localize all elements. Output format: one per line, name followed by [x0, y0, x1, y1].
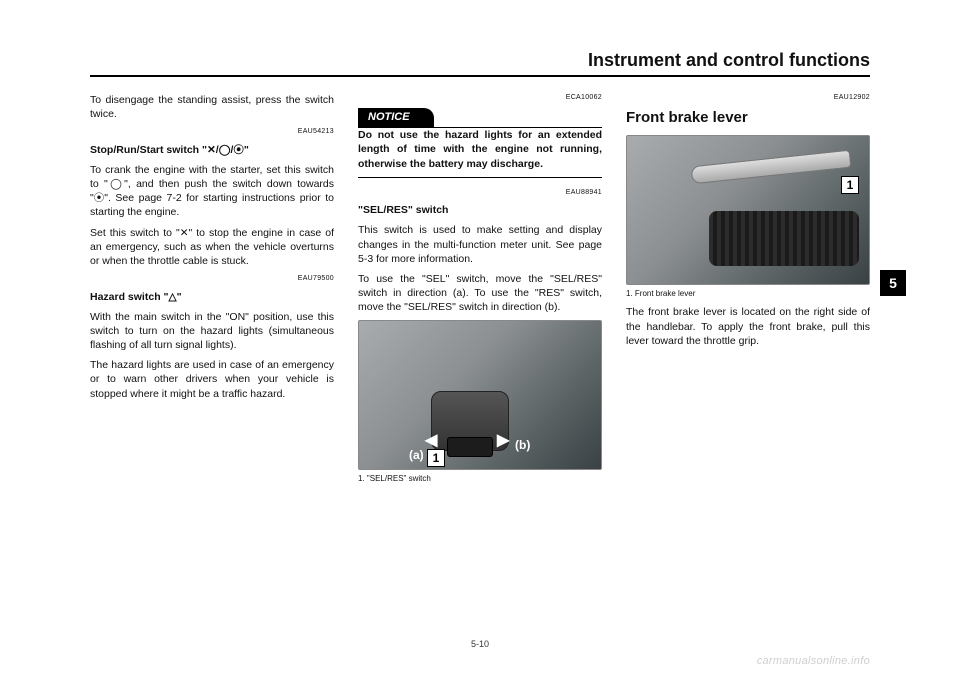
label-a: (a) — [409, 447, 424, 463]
ref-code: EAU12902 — [626, 93, 870, 102]
column-2: ECA10062 NOTICE Do not use the hazard li… — [358, 93, 602, 491]
column-3: EAU12902 Front brake lever 1 1. Front br… — [626, 93, 870, 491]
ref-code: EAU79500 — [90, 274, 334, 283]
page-number: 5-10 — [0, 639, 960, 649]
ref-code: ECA10062 — [358, 93, 602, 102]
ref-code: EAU88941 — [358, 188, 602, 197]
selres-p2: To use the "SEL" switch, move the "SEL/R… — [358, 272, 602, 315]
ref-code: EAU54213 — [90, 127, 334, 136]
front-brake-photo: 1 — [626, 135, 870, 285]
notice-badge: NOTICE — [358, 108, 434, 127]
rocker-switch-shape — [447, 437, 493, 457]
selres-photo: ◀ ▶ (a) (b) 1 — [358, 320, 602, 470]
hazard-heading: Hazard switch "△" — [90, 290, 334, 304]
selres-caption: 1. "SEL/RES" switch — [358, 474, 602, 485]
heading-suffix: " — [177, 291, 182, 303]
selres-heading: "SEL/RES" switch — [358, 203, 602, 217]
hazard-icon: △ — [169, 291, 177, 303]
callout-1: 1 — [841, 176, 859, 194]
front-brake-body: The front brake lever is located on the … — [626, 305, 870, 348]
hazard-p1: With the main switch in the "ON" positio… — [90, 310, 334, 353]
heading-suffix: " — [244, 144, 249, 156]
page-header: Instrument and control functions — [90, 50, 870, 77]
notice-rule-bottom — [358, 177, 602, 178]
column-1: To disengage the standing assist, press … — [90, 93, 334, 491]
chapter-tab: 5 — [880, 270, 906, 296]
arrow-left-icon: ◀ — [425, 430, 437, 452]
standing-assist-text: To disengage the standing assist, press … — [90, 93, 334, 121]
front-brake-caption: 1. Front brake lever — [626, 289, 870, 300]
front-brake-title: Front brake lever — [626, 108, 870, 128]
heading-prefix: Hazard switch " — [90, 291, 169, 303]
handlebar-grip-shape — [709, 211, 859, 266]
selres-p1: This switch is used to make setting and … — [358, 223, 602, 266]
stop-run-start-p2: Set this switch to "✕" to stop the engin… — [90, 226, 334, 269]
callout-1: 1 — [427, 449, 445, 467]
manual-page: Instrument and control functions To dise… — [0, 0, 960, 679]
stop-run-start-icons: ✕/◯/⦿ — [207, 144, 244, 156]
arrow-right-icon: ▶ — [497, 430, 509, 452]
hazard-p2: The hazard lights are used in case of an… — [90, 358, 334, 401]
section-title: Instrument and control functions — [588, 50, 870, 71]
stop-run-start-p1: To crank the engine with the starter, se… — [90, 163, 334, 220]
heading-prefix: Stop/Run/Start switch " — [90, 144, 207, 156]
brake-lever-shape — [690, 149, 851, 184]
stop-run-start-heading: Stop/Run/Start switch "✕/◯/⦿" — [90, 143, 334, 157]
notice-block: NOTICE Do not use the hazard lights for … — [358, 108, 602, 177]
label-b: (b) — [515, 437, 530, 453]
notice-text: Do not use the hazard lights for an exte… — [358, 128, 602, 171]
content-columns: To disengage the standing assist, press … — [90, 93, 870, 491]
watermark: carmanualsonline.info — [757, 655, 870, 667]
